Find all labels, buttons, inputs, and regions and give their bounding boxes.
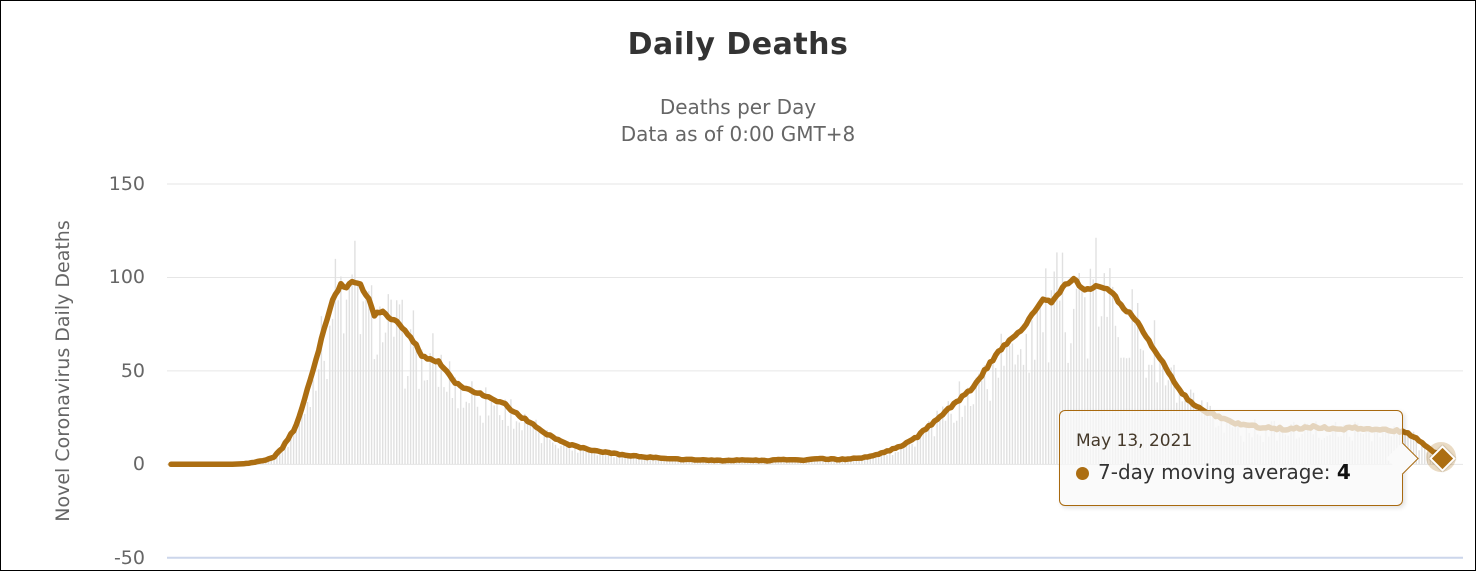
- tooltip-series-label: 7-day moving average:: [1098, 460, 1331, 484]
- y-tick-label: 0: [132, 453, 145, 476]
- y-tick-label: 100: [108, 266, 145, 289]
- y-tick-label: 150: [108, 173, 145, 195]
- series-bullet-icon: [1076, 467, 1089, 480]
- chart-subtitle-line1: Deaths per Day: [659, 95, 817, 119]
- tooltip-series-row: 7-day moving average: 4: [1076, 460, 1386, 484]
- tooltip: May 13, 2021 7-day moving average: 4: [1059, 410, 1419, 506]
- tooltip-date: May 13, 2021: [1076, 431, 1193, 451]
- chart-title: Daily Deaths: [627, 27, 849, 62]
- y-tick-label: -50: [113, 546, 145, 569]
- y-tick-label: 50: [120, 359, 145, 382]
- tooltip-value: 4: [1336, 460, 1351, 484]
- chart-subtitle-line2: Data as of 0:00 GMT+8: [620, 122, 856, 146]
- chart-subtitle: Deaths per Day Data as of 0:00 GMT+8: [1, 94, 1475, 148]
- y-axis-title: Novel Coronavirus Daily Deaths: [52, 220, 74, 522]
